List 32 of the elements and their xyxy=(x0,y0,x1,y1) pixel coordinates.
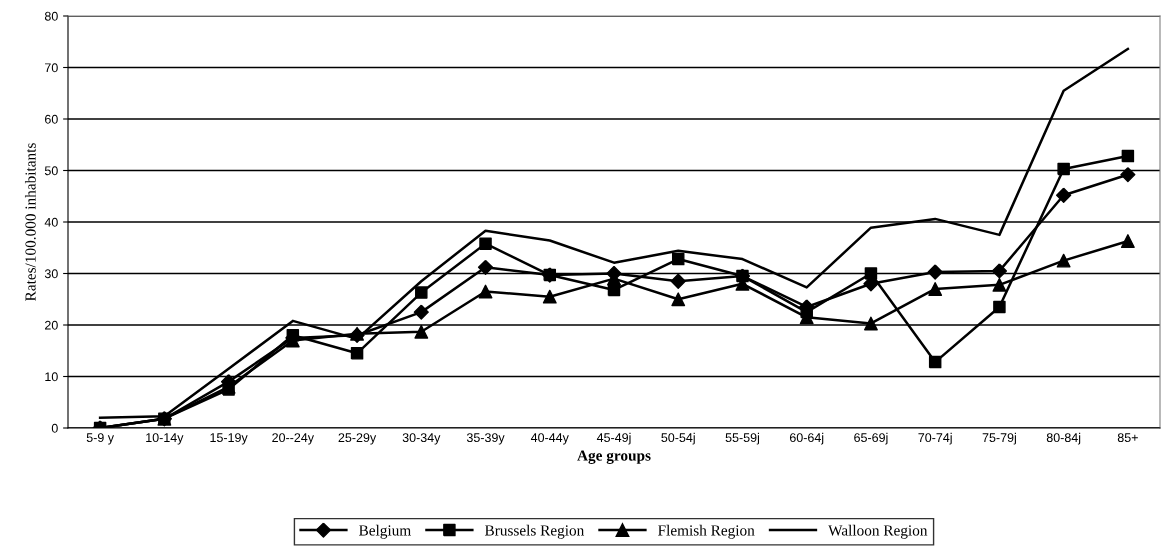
x-tick-label: 15-19y xyxy=(210,433,248,445)
y-tick-label: 30 xyxy=(44,269,58,279)
y-tick-label: 10 xyxy=(45,372,58,382)
x-tick-label: 20--24y xyxy=(272,433,314,445)
legend-label: Belgium xyxy=(359,524,411,539)
y-tick-label: 50 xyxy=(44,166,58,176)
x-tick-label: 70-74j xyxy=(918,432,952,445)
y-tick-label: 40 xyxy=(44,217,58,227)
x-tick-label: 55-59j xyxy=(725,432,759,445)
legend-label: Flemish Region xyxy=(658,524,755,539)
x-tick-label: 30-34y xyxy=(402,433,441,445)
x-tick-label: 60-64j xyxy=(789,432,824,445)
x-tick-label: 80-84j xyxy=(1046,432,1081,445)
x-tick-label: 5-9 y xyxy=(86,433,114,445)
y-tick-label: 20 xyxy=(45,320,58,330)
x-tick-label: 10-14y xyxy=(146,433,184,445)
y-tick-label: 70 xyxy=(45,63,58,73)
legend-label: Brussels Region xyxy=(484,524,585,539)
x-tick-label: 65-69j xyxy=(854,432,888,445)
x-tick-label: 50-54j xyxy=(661,432,695,445)
y-tick-label: 0 xyxy=(51,423,58,433)
x-tick-label: 45-49j xyxy=(596,432,631,445)
y-tick-label: 80 xyxy=(44,11,58,21)
x-axis-title: Age groups xyxy=(577,450,651,464)
y-tick-label: 60 xyxy=(45,114,58,124)
x-tick-label: 40-44y xyxy=(530,433,569,445)
x-tick-label: 85+ xyxy=(1117,433,1138,443)
x-tick-label: 35-39y xyxy=(466,433,505,445)
x-tick-label: 75-79j xyxy=(982,432,1016,445)
y-axis-title: Rates/100.000 inhabitants xyxy=(24,143,36,301)
legend-label: Walloon Region xyxy=(828,524,928,539)
x-tick-label: 25-29y xyxy=(338,433,377,445)
